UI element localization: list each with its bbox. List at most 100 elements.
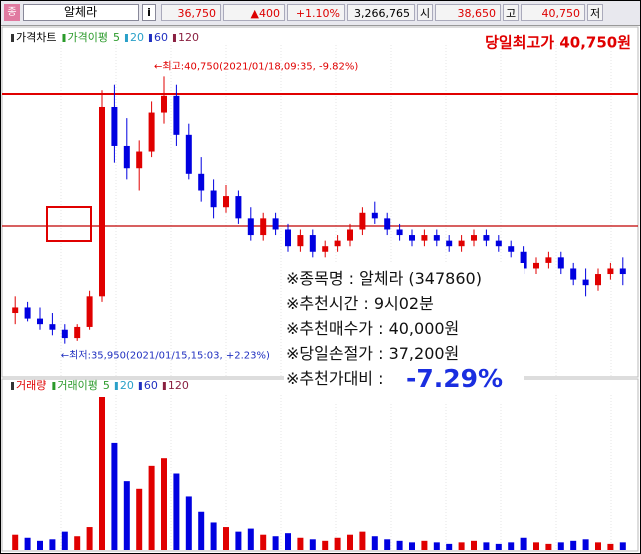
headline: 당일최고가 40,750원: [485, 34, 631, 52]
volume-bar: [619, 542, 626, 550]
highlight-box: [46, 206, 92, 242]
ma-period: 5: [103, 379, 110, 392]
info-line: ※추천시간 : 9시02분: [286, 294, 434, 313]
candle-body: [582, 279, 589, 286]
volume-bar: [520, 537, 527, 550]
volume-bar: [37, 540, 43, 550]
volume-bar: [396, 540, 403, 550]
volume-bar: [347, 534, 353, 550]
panel-title: 가격차트: [16, 31, 56, 44]
candle-body: [384, 218, 391, 230]
panel-title: 거래량: [16, 379, 46, 392]
info-line: ※추천매수가 : 40,000원: [286, 319, 460, 338]
candle-body: [12, 307, 19, 314]
ma-period: 20: [120, 379, 134, 392]
volume-bar: [161, 458, 167, 550]
volume-bar: [74, 536, 81, 550]
ma-period: 60: [154, 31, 168, 44]
candle-body: [533, 262, 539, 269]
candle-body: [309, 235, 316, 252]
info-line: ※추천가대비 :: [286, 369, 384, 388]
volume-bar: [136, 488, 143, 550]
ma-period: 120: [168, 379, 189, 392]
stock-icon[interactable]: 종: [4, 4, 20, 21]
volume-bar: [12, 534, 19, 550]
candle-body: [136, 151, 143, 169]
volume-bar: [61, 531, 68, 550]
volume-bar: [545, 543, 552, 550]
candle-body: [483, 235, 490, 241]
candle-body: [297, 235, 304, 247]
volume-bar: [582, 539, 589, 550]
volume-bar: [111, 442, 118, 550]
candle-body: [570, 268, 577, 280]
candle-body: [458, 240, 465, 247]
volume-bar: [210, 522, 217, 550]
volume-bar: [508, 542, 515, 550]
volume-bar: [297, 537, 304, 550]
quote-cell: 38,650: [435, 4, 501, 21]
candle-body: [148, 112, 155, 152]
volume-bar: [99, 397, 105, 550]
legend-marker: [138, 382, 142, 390]
candle-body: [235, 196, 242, 219]
volume-bar: [409, 542, 415, 550]
candle-body: [433, 235, 440, 241]
legend-marker: [124, 34, 128, 42]
legend-marker: [11, 34, 14, 42]
candle-body: [185, 134, 192, 174]
candle-body: [557, 257, 564, 269]
candle-body: [446, 240, 453, 247]
candle-body: [347, 229, 353, 241]
volume-bar: [570, 540, 577, 550]
volume-bar: [458, 542, 465, 550]
ma-period: 20: [130, 31, 144, 44]
info-button[interactable]: i: [142, 4, 156, 21]
candle-body: [285, 229, 291, 247]
volume-bar: [198, 511, 205, 550]
candle-body: [37, 318, 43, 325]
legend-marker: [62, 34, 66, 42]
volume-bar: [235, 531, 242, 550]
quote-cell: 40,750: [521, 4, 585, 21]
candle-body: [24, 307, 31, 319]
volume-bar: [247, 528, 254, 550]
candle-body: [471, 235, 477, 241]
candle-body: [210, 190, 217, 208]
candle-body: [223, 196, 229, 208]
candle-body: [396, 229, 403, 236]
quote-cell: +1.10%: [287, 4, 345, 21]
volume-bar: [260, 534, 267, 550]
volume-bar: [471, 540, 477, 550]
candle-body: [74, 326, 81, 339]
candle-body: [520, 251, 527, 269]
candle-body: [359, 212, 366, 230]
volume-bar: [309, 539, 316, 550]
stock-name-input[interactable]: 알체라: [23, 4, 139, 21]
candle-body: [173, 95, 180, 135]
volume-bar: [86, 527, 93, 550]
volume-bar: [173, 473, 180, 550]
top-bar: 종 알체라 i 36,750 ▲400 +1.10% 3,266,765 시 38,650 고 40…: [1, 1, 640, 26]
volume-bar: [557, 542, 564, 550]
candle-body: [111, 106, 118, 146]
candle-body: [99, 106, 105, 297]
candle-body: [545, 257, 552, 263]
candle-body: [198, 173, 205, 191]
chart: 가격차트 가격이평 5 20 60 120 거래량 거래이평 5 20 60 120 당일최고가 40,…: [1, 26, 639, 552]
candle-body: [86, 296, 93, 327]
candle-body: [495, 240, 502, 247]
volume-bar: [433, 542, 440, 550]
candle-body: [123, 145, 130, 169]
quote-cell: 36,750: [161, 4, 221, 21]
candle-body: [595, 274, 601, 286]
legend-marker: [114, 382, 118, 390]
legend-marker: [148, 34, 152, 42]
candle-body: [371, 212, 378, 219]
ma-period: 5: [113, 31, 120, 44]
quote-cell: 시: [417, 4, 433, 21]
candle-body: [508, 246, 515, 252]
volume-bar: [322, 540, 329, 550]
legend-marker: [162, 382, 166, 390]
